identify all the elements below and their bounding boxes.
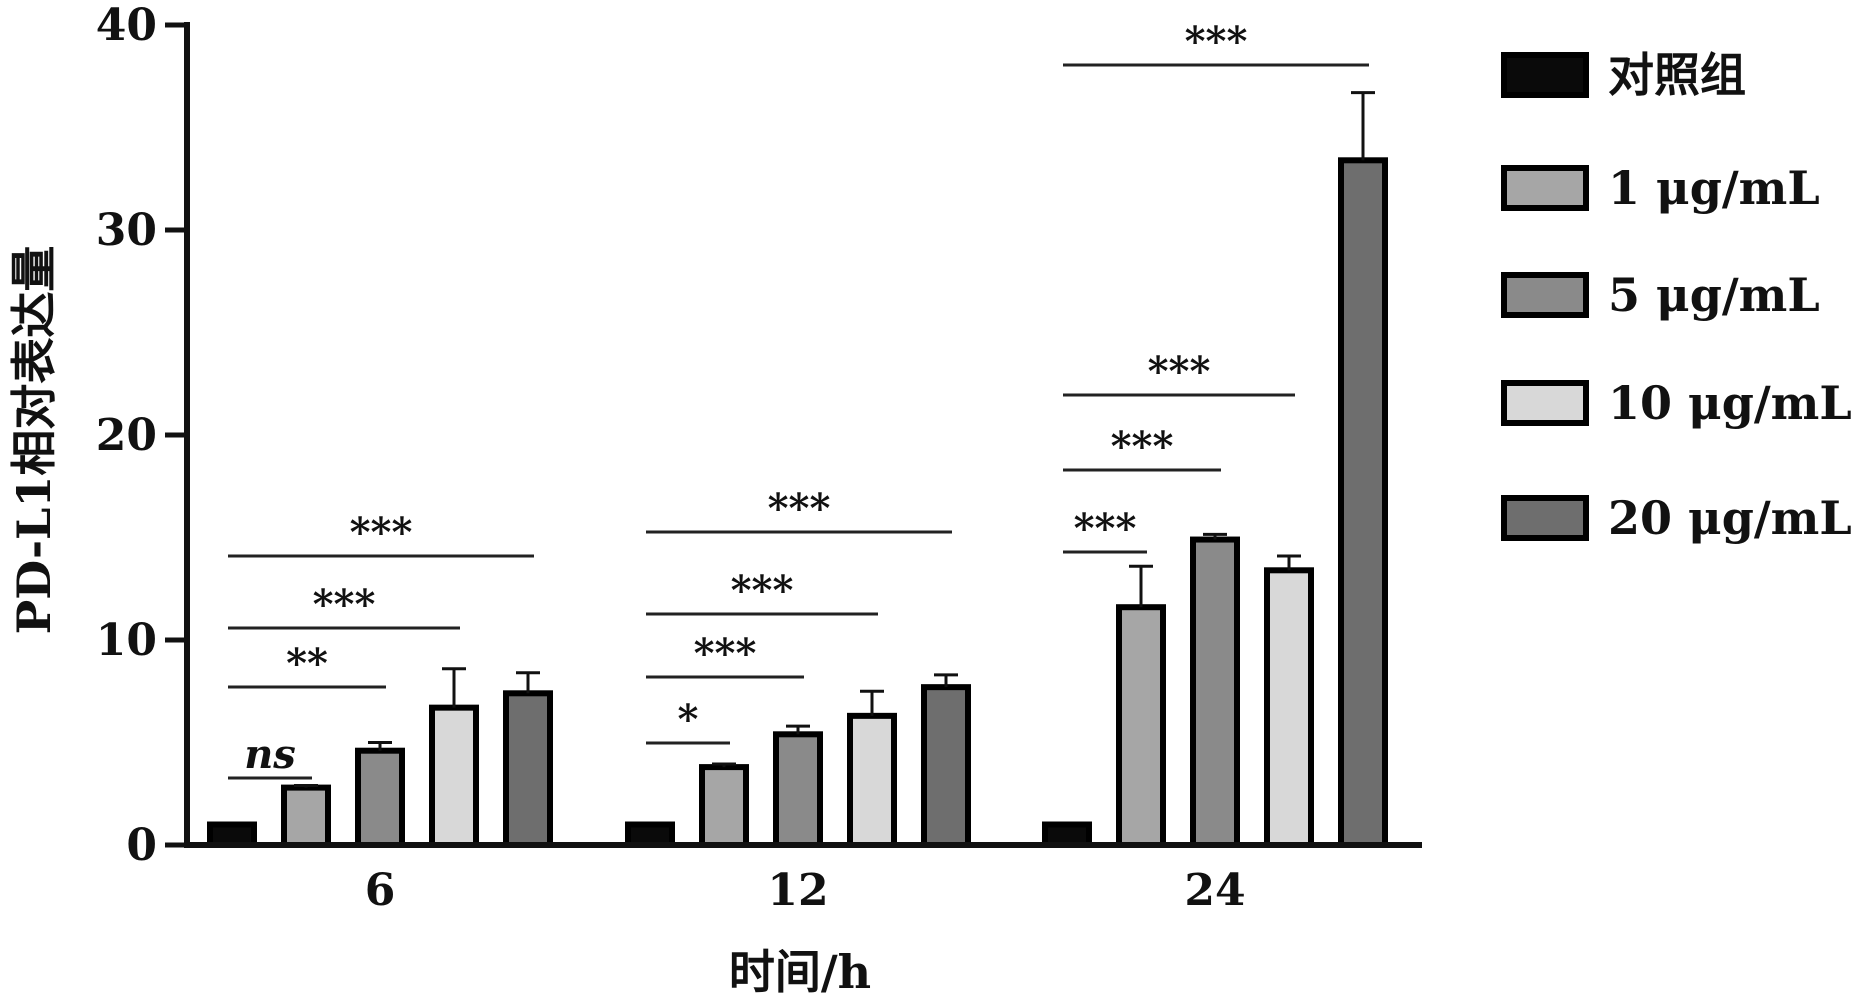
bar	[1116, 604, 1166, 849]
x-tick-label: 12	[767, 865, 828, 916]
y-tick-label: 40	[96, 0, 157, 51]
bar	[281, 784, 331, 848]
y-tick-label: 30	[96, 205, 157, 256]
legend-label: 1 μg/mL	[1608, 161, 1820, 215]
legend-label: 20 μg/mL	[1608, 491, 1852, 545]
significance-label: ***	[1148, 348, 1211, 395]
legend: 对照组 1 μg/mL 5 μg/mL 10 μg/mL 20 μg/mL	[1501, 48, 1852, 545]
y-tick-label: 10	[96, 615, 157, 666]
bar	[1338, 157, 1388, 849]
y-tick-label: 0	[126, 820, 157, 871]
legend-label: 对照组	[1608, 48, 1746, 102]
x-tick-label: 24	[1184, 865, 1245, 916]
bar	[921, 684, 971, 849]
significance-label: **	[286, 640, 328, 687]
legend-label: 10 μg/mL	[1608, 376, 1852, 430]
y-axis-title: PD-L1相对表达量	[7, 246, 61, 635]
bar	[207, 821, 257, 848]
legend-label: 5 μg/mL	[1608, 268, 1820, 322]
significance-label: ***	[1185, 18, 1248, 65]
legend-swatch	[1501, 52, 1589, 98]
bar	[429, 704, 479, 849]
x-axis-title: 时间/h	[729, 945, 871, 998]
significance-label: *	[678, 696, 699, 743]
x-tick-label: 6	[365, 865, 396, 916]
legend-swatch	[1501, 272, 1589, 318]
bar	[699, 764, 749, 848]
bar	[847, 712, 897, 848]
significance-label: ***	[731, 567, 794, 614]
bar	[1264, 567, 1314, 848]
bar	[1190, 536, 1240, 848]
bar	[503, 690, 553, 848]
legend-swatch	[1501, 165, 1589, 211]
significance-label: ***	[1074, 505, 1137, 552]
legend-swatch	[1501, 380, 1589, 426]
bar	[355, 747, 405, 849]
significance-label: ***	[768, 485, 831, 532]
significance-label: ***	[350, 509, 413, 556]
bar	[625, 821, 675, 848]
significance-label: ***	[1111, 423, 1174, 470]
significance-label: ***	[313, 581, 376, 628]
legend-swatch	[1501, 495, 1589, 541]
bars	[207, 91, 1388, 849]
axes	[184, 22, 1422, 848]
y-tick-label: 20	[96, 410, 157, 461]
significance-label: ***	[694, 630, 757, 677]
significance-annotations: ns****************** ************	[228, 18, 1369, 780]
x-ticks: 6 12 24	[365, 865, 1246, 916]
bar	[773, 731, 823, 848]
y-ticks: 0 10 20 30 40	[96, 0, 187, 871]
bar	[1042, 821, 1092, 848]
significance-label: ns	[244, 731, 296, 778]
